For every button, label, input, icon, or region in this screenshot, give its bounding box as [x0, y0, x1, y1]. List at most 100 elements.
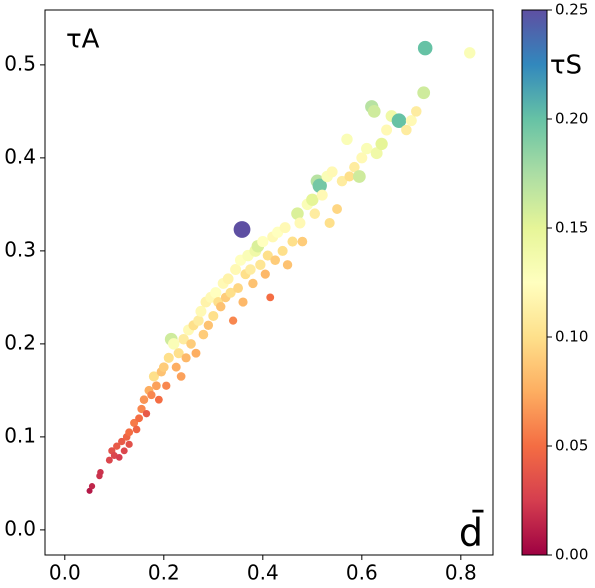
- point: [361, 142, 373, 155]
- x-tick-label: 0.0: [49, 561, 81, 585]
- colorbar-label: τS: [550, 51, 582, 81]
- point: [326, 166, 338, 178]
- point: [195, 305, 207, 317]
- point: [270, 255, 281, 265]
- colorbar-tick-label: 0.05: [555, 437, 588, 455]
- point: [349, 161, 360, 173]
- y-tick-label: 0.3: [4, 237, 36, 261]
- point: [375, 137, 388, 151]
- point: [125, 440, 133, 448]
- point: [210, 287, 222, 299]
- point: [193, 315, 204, 326]
- point: [120, 447, 128, 455]
- point: [282, 260, 293, 270]
- point: [401, 124, 412, 136]
- point: [147, 390, 156, 400]
- colorbar-tick-label: 0.10: [555, 328, 588, 346]
- point: [148, 371, 159, 382]
- point: [341, 133, 353, 145]
- point: [105, 456, 113, 464]
- point: [344, 171, 355, 182]
- point: [391, 113, 407, 128]
- point: [405, 115, 417, 127]
- point: [154, 395, 163, 404]
- point: [287, 236, 298, 247]
- colorbar-tick-label: 0.20: [555, 110, 588, 128]
- x-axis-label: d̄: [459, 511, 484, 555]
- point: [294, 217, 306, 229]
- point: [381, 124, 393, 136]
- point: [203, 320, 214, 330]
- point: [139, 395, 149, 404]
- point: [312, 178, 327, 193]
- point: [248, 278, 258, 289]
- point: [255, 259, 266, 270]
- point: [86, 487, 93, 494]
- point: [309, 208, 321, 219]
- point: [316, 189, 328, 201]
- point: [228, 316, 238, 325]
- point: [266, 293, 275, 302]
- point: [233, 221, 251, 238]
- point: [142, 409, 151, 418]
- point: [135, 414, 143, 423]
- point: [178, 333, 189, 345]
- point: [208, 310, 219, 322]
- point: [464, 47, 476, 59]
- point: [97, 468, 104, 476]
- point: [216, 301, 226, 312]
- point: [113, 442, 121, 450]
- point: [277, 245, 288, 256]
- point: [233, 283, 243, 294]
- colorbar: [522, 10, 547, 555]
- point: [176, 372, 186, 381]
- point: [297, 236, 308, 247]
- point: [118, 437, 126, 446]
- point: [167, 338, 180, 350]
- point: [356, 152, 368, 164]
- y-tick-label: 0.2: [4, 330, 36, 354]
- point: [324, 217, 335, 229]
- point: [257, 235, 269, 248]
- plot-frame: [44, 9, 494, 556]
- point: [191, 348, 201, 358]
- point: [222, 273, 234, 285]
- point: [198, 329, 209, 340]
- point: [238, 297, 248, 307]
- point: [262, 250, 273, 261]
- point: [245, 264, 256, 275]
- point: [291, 207, 304, 220]
- y-axis-label: τA: [66, 25, 100, 55]
- point: [306, 193, 319, 206]
- y-tick-label: 0.1: [4, 423, 36, 447]
- point: [181, 353, 191, 363]
- point: [411, 106, 422, 117]
- point: [173, 348, 184, 359]
- point: [279, 222, 291, 234]
- point: [260, 269, 270, 279]
- point: [370, 147, 383, 160]
- y-tick-label: 0.0: [4, 516, 36, 540]
- point: [417, 86, 431, 100]
- y-tick-label: 0.5: [4, 51, 36, 75]
- colorbar-tick-label: 0.25: [555, 1, 588, 19]
- point: [336, 175, 348, 187]
- point: [367, 104, 381, 118]
- x-tick-label: 0.6: [346, 561, 378, 585]
- x-tick-label: 0.4: [247, 561, 279, 585]
- point: [132, 425, 141, 434]
- point: [230, 263, 242, 275]
- colorbar-tick-label: 0.00: [555, 546, 588, 564]
- point: [162, 381, 171, 390]
- point: [130, 418, 139, 427]
- x-tick-label: 0.2: [148, 561, 180, 585]
- point: [115, 453, 123, 461]
- point: [186, 339, 196, 349]
- point: [171, 362, 181, 372]
- point: [352, 170, 366, 183]
- point: [152, 381, 161, 391]
- colorbar-tick-label: 0.15: [555, 219, 588, 237]
- point: [332, 204, 342, 214]
- point: [225, 287, 236, 298]
